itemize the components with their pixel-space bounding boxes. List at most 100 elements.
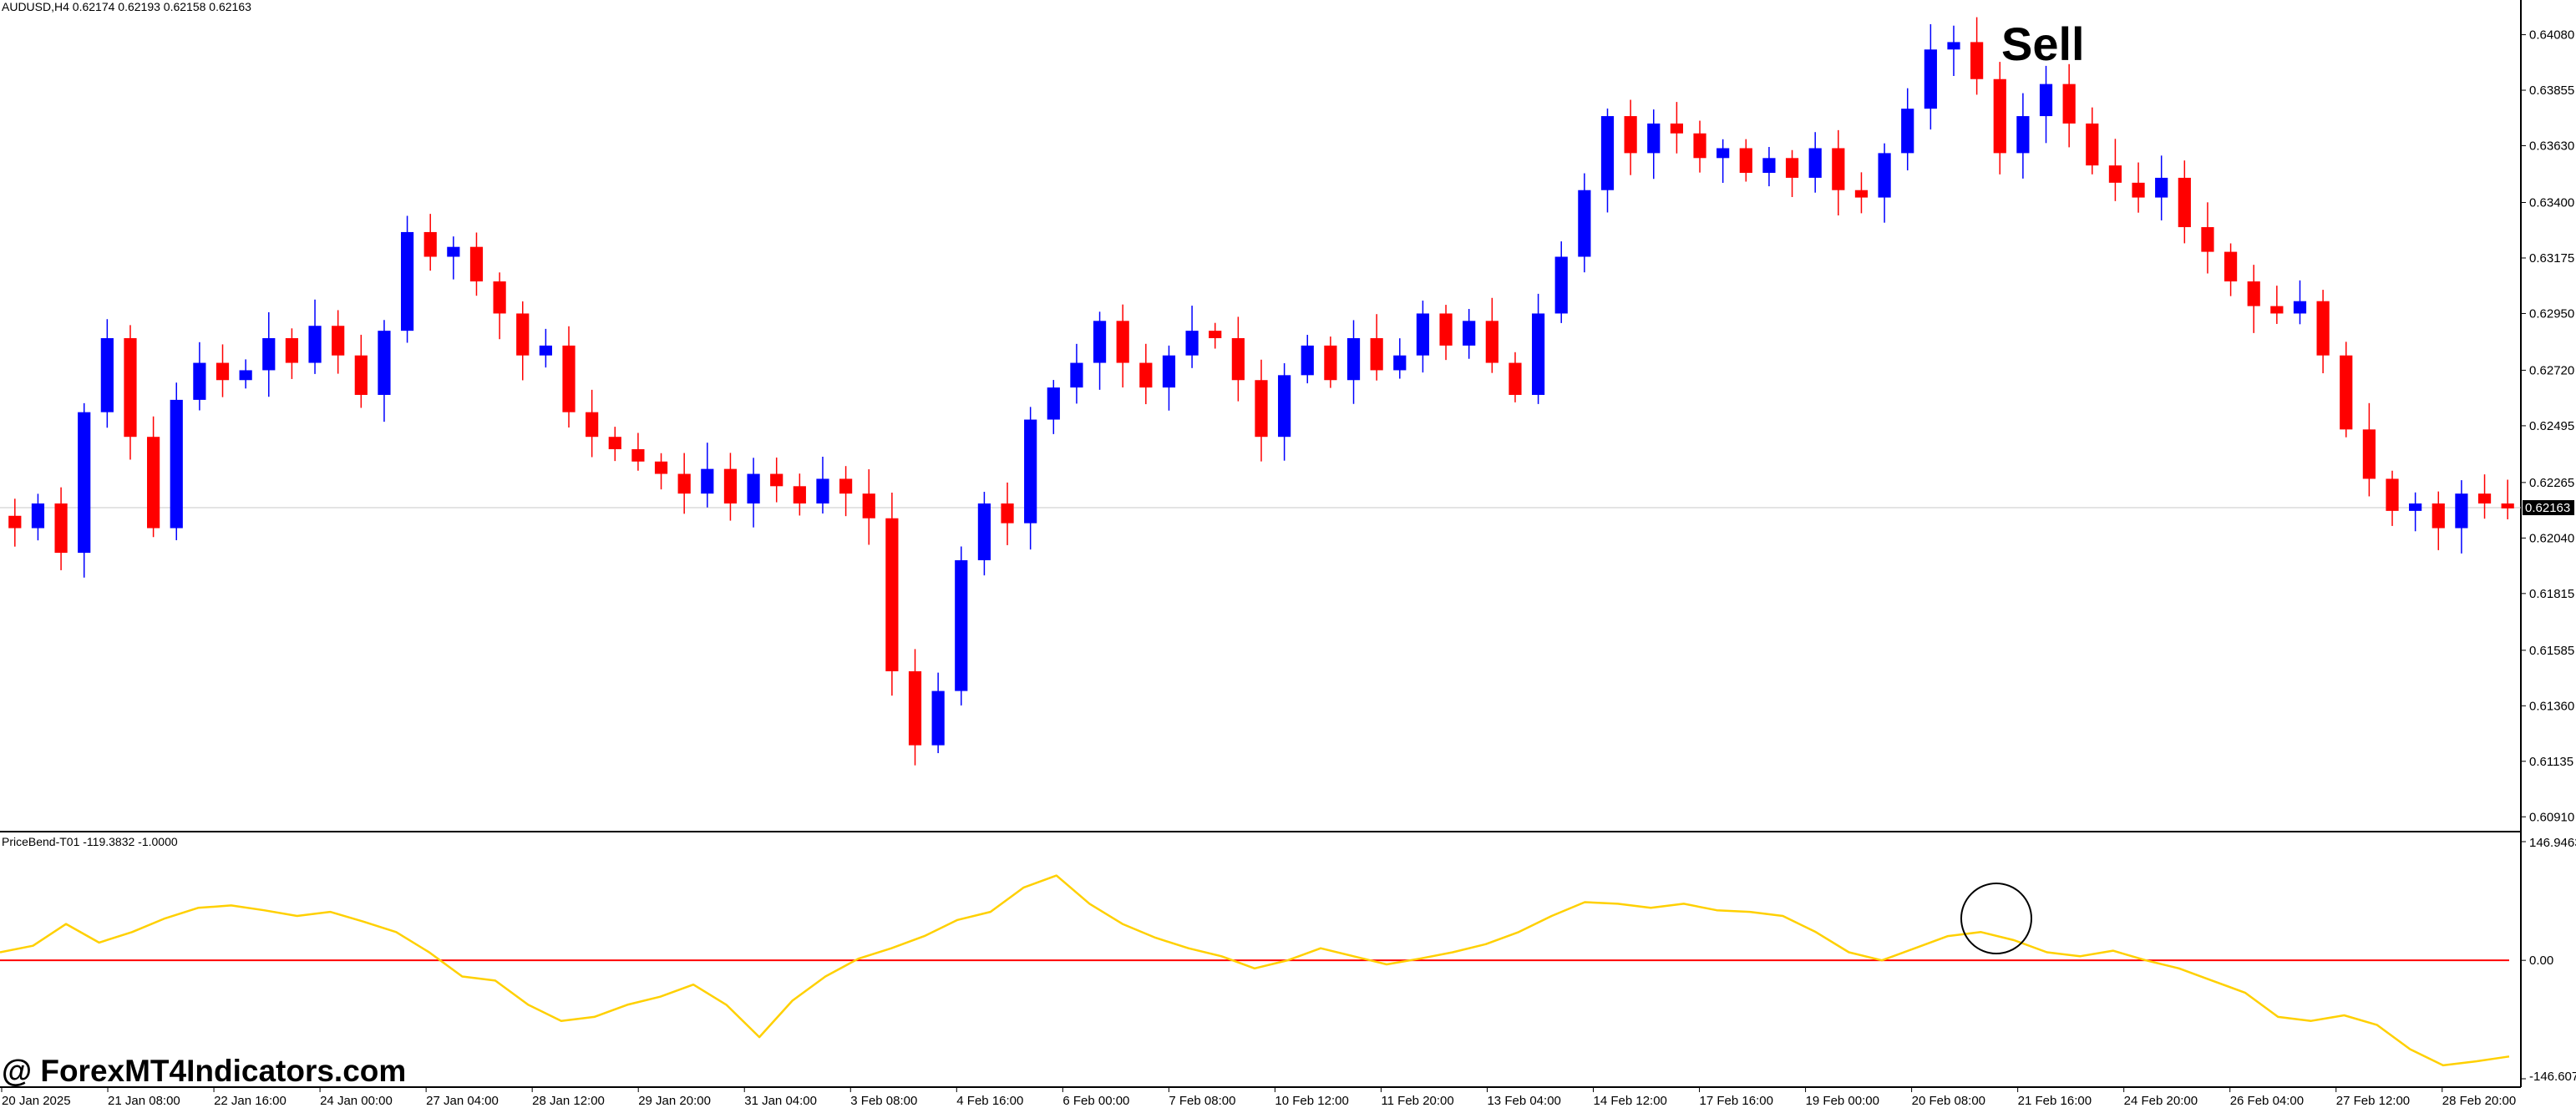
price-tick-label: 0.62950 [2529,306,2574,321]
bull-candle [1047,387,1060,420]
price-tick-label: 0.62720 [2529,363,2574,377]
bull-candle [447,246,460,257]
time-tick-label: 20 Jan 2025 [2,1094,71,1108]
price-tick-label: 0.62265 [2529,476,2574,490]
bear-candle [2132,182,2145,198]
price-tick-label: 0.63175 [2529,251,2574,266]
bear-candle [793,486,806,503]
time-tick-label: 17 Feb 16:00 [1700,1094,1773,1108]
bull-candle [1162,355,1176,388]
price-tick-label: 0.61360 [2529,699,2574,713]
bear-candle [723,468,738,503]
time-tick-label: 26 Feb 04:00 [2230,1094,2304,1108]
bull-candle [1554,256,1568,314]
time-tick-label: 19 Feb 00:00 [1806,1094,1879,1108]
bear-candle [1116,321,1129,363]
price-tick-label: 0.61815 [2529,587,2574,601]
bear-candle [2201,227,2214,252]
bull-candle [2155,177,2168,198]
indicator-info: PriceBend-T01 -119.3832 -1.0000 [2,835,178,848]
bull-candle [1762,158,1776,174]
time-tick-label: 28 Jan 12:00 [532,1094,605,1108]
bear-candle [1439,313,1453,346]
bear-candle [1509,362,1522,395]
bull-candle [2455,493,2468,529]
watermark: @ ForexMT4Indicators.com [2,1054,407,1088]
bear-candle [1231,338,1245,381]
bear-candle [1324,345,1337,381]
bear-candle [1670,123,1683,134]
time-tick-label: 3 Feb 08:00 [850,1094,917,1108]
bear-candle [839,478,853,494]
bull-candle [1924,49,1937,109]
bull-candle [2016,116,2030,154]
time-tick-label: 24 Jan 00:00 [320,1094,393,1108]
bear-candle [354,355,368,395]
bull-candle [2293,301,2307,314]
price-tick-label: 0.61585 [2529,644,2574,658]
bull-candle [1093,321,1107,363]
bear-candle [285,338,299,363]
bear-candle [2247,281,2260,306]
bull-candle [100,338,114,412]
bear-candle [654,461,668,474]
bear-candle [516,313,530,356]
oscillator-tick-label: 146.9463 [2529,836,2576,850]
bull-candle [1600,116,1615,190]
bear-candle [2501,503,2514,508]
current-price-tag [2523,500,2574,516]
bear-candle [1624,116,1637,154]
bear-candle [1370,338,1383,371]
time-tick-label: 14 Feb 12:00 [1594,1094,1667,1108]
bear-candle [1739,148,1752,174]
bull-candle [747,473,760,503]
time-tick-label: 13 Feb 04:00 [1487,1094,1560,1108]
bear-candle [1970,42,1984,79]
time-tick-label: 21 Feb 16:00 [2018,1094,2092,1108]
oscillator-tick-label: 0.00 [2529,954,2553,968]
bear-candle [862,493,875,519]
bear-candle [2340,355,2353,430]
bear-candle [1693,133,1706,159]
signal-highlight-circle [1960,883,2032,954]
bear-candle [2477,493,2492,503]
bear-candle [2386,478,2399,511]
price-tick-label: 0.63630 [2529,139,2574,154]
bear-candle [2316,301,2330,356]
bear-candle [147,437,160,529]
bull-candle [701,468,714,494]
bear-candle [1209,331,1222,339]
price-tick-label: 0.63855 [2529,83,2574,98]
price-tick-label: 0.62495 [2529,419,2574,433]
bear-candle [1001,503,1014,524]
time-tick-label: 27 Jan 04:00 [426,1094,499,1108]
bull-candle [1301,345,1314,376]
time-tick-label: 7 Feb 08:00 [1169,1094,1235,1108]
bull-candle [239,370,252,381]
bear-candle [677,473,691,494]
bear-candle [1139,362,1153,388]
bull-candle [193,362,206,400]
bull-candle [931,691,945,746]
price-tick-label: 0.62040 [2529,531,2574,545]
bull-candle [977,503,991,560]
bull-candle [816,478,829,503]
price-tick-label: 0.60910 [2529,810,2574,824]
time-tick-label: 28 Feb 20:00 [2442,1094,2516,1108]
price-tick-label: 0.63400 [2529,195,2574,210]
time-tick-label: 11 Feb 20:00 [1381,1094,1453,1108]
time-tick-label: 6 Feb 00:00 [1062,1094,1129,1108]
bull-candle [378,331,391,395]
bear-candle [2062,83,2076,124]
bear-candle [2178,177,2191,228]
oscillator-tick-label: -146.6076 [2529,1070,2576,1084]
time-tick-label: 29 Jan 20:00 [638,1094,711,1108]
price-tick-label: 0.61135 [2529,755,2573,769]
bear-candle [770,473,783,487]
bear-candle [2108,165,2122,183]
bear-candle [1485,321,1498,363]
bull-candle [31,503,45,529]
bull-candle [1463,321,1476,346]
